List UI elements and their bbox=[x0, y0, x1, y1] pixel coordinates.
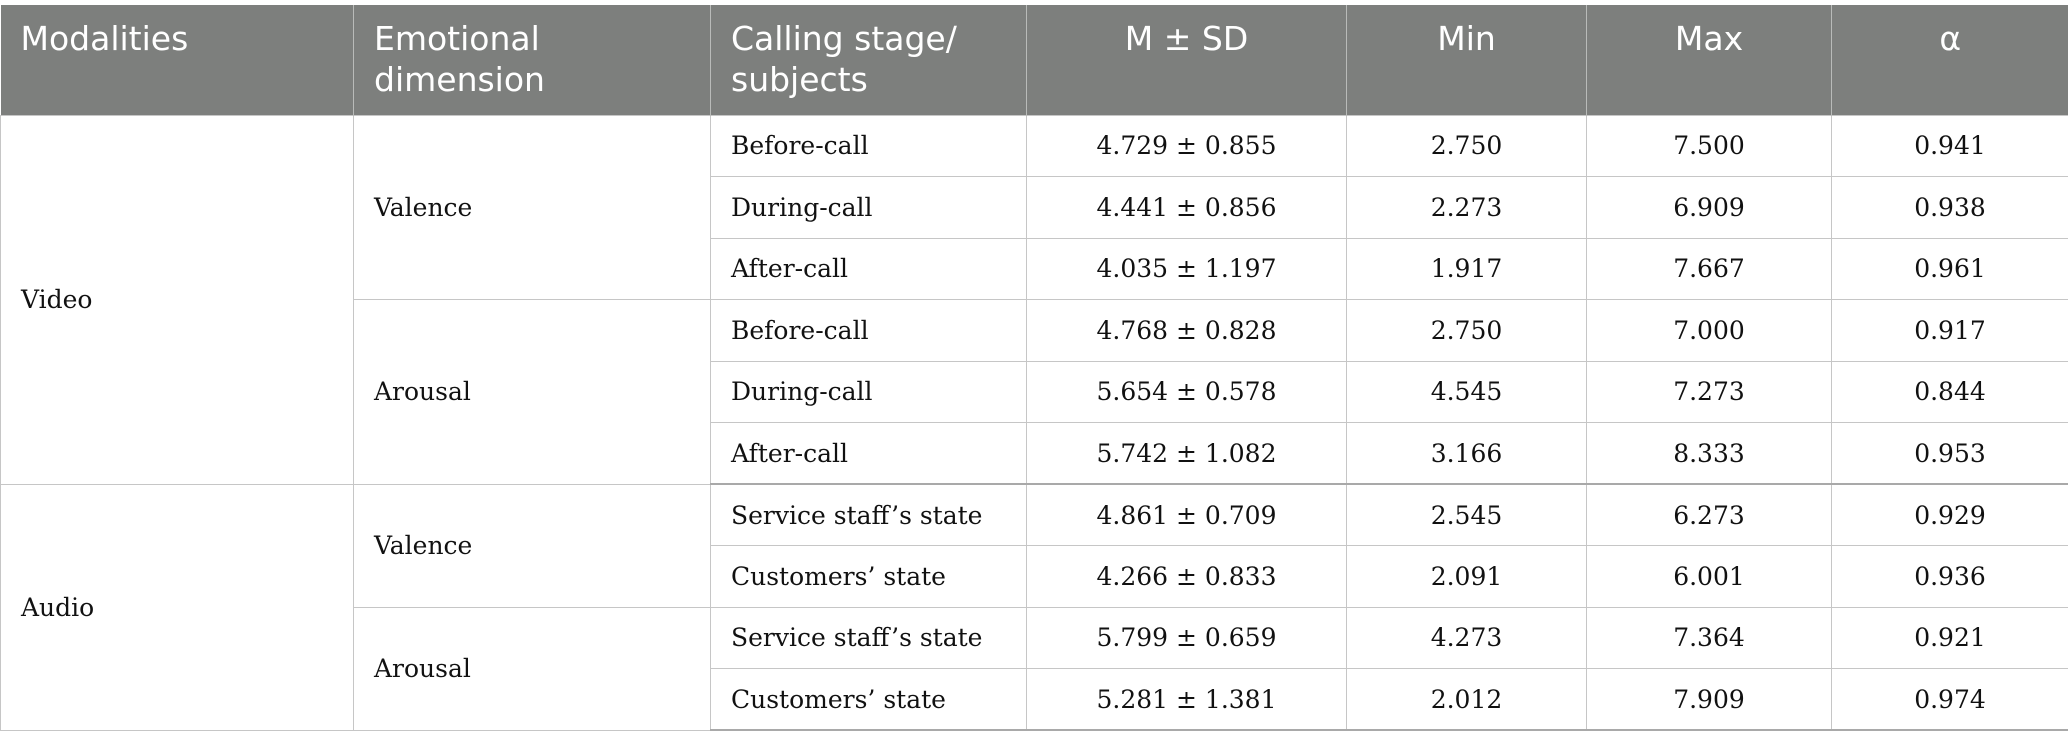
alpha-cell: 0.974 bbox=[1831, 668, 2068, 731]
mean-sd-cell: 5.799 ± 0.659 bbox=[1026, 606, 1347, 669]
stage-cell: Customers’ state bbox=[710, 545, 1027, 608]
table-row: Arousal Service staff’s state 5.799 ± 0.… bbox=[1, 606, 2068, 731]
min-cell: 2.091 bbox=[1346, 545, 1587, 608]
max-cell: 6.273 bbox=[1586, 483, 1832, 546]
min-cell: 2.750 bbox=[1346, 114, 1587, 177]
table-row: Audio Valence Service staff’s state 4.86… bbox=[0, 483, 2068, 731]
max-cell: 7.667 bbox=[1586, 237, 1832, 300]
stage-cell: During-call bbox=[710, 176, 1027, 239]
stage-cell: During-call bbox=[710, 360, 1027, 423]
max-cell: 7.273 bbox=[1586, 360, 1832, 423]
table-row: After-call 4.035 ± 1.197 1.917 7.667 0.9… bbox=[1, 237, 2068, 300]
header-max: Max bbox=[1586, 5, 1832, 115]
mean-sd-cell: 5.281 ± 1.381 bbox=[1026, 668, 1347, 731]
mean-sd-cell: 4.861 ± 0.709 bbox=[1026, 483, 1347, 546]
stage-cell: Before-call bbox=[710, 114, 1027, 177]
alpha-cell: 0.941 bbox=[1831, 114, 2068, 177]
mean-sd-cell: 4.441 ± 0.856 bbox=[1026, 176, 1347, 239]
mean-sd-cell: 4.035 ± 1.197 bbox=[1026, 237, 1347, 300]
table-header: Modalities Emotional dimension Calling st… bbox=[0, 5, 2068, 115]
header-emotional-dimension: Emotional dimension bbox=[353, 5, 711, 115]
min-cell: 2.750 bbox=[1346, 299, 1587, 362]
max-cell: 7.000 bbox=[1586, 299, 1832, 362]
min-cell: 4.545 bbox=[1346, 360, 1587, 423]
alpha-cell: 0.844 bbox=[1831, 360, 2068, 423]
table-row: Video Valence Before-call 4.729 ± 0.855 … bbox=[0, 114, 2068, 485]
min-cell: 2.273 bbox=[1346, 176, 1587, 239]
modality-cell-video: Video bbox=[0, 114, 354, 485]
header-calling-stage: Calling stage/subjects bbox=[710, 5, 1027, 115]
header-row: Modalities Emotional dimension Calling st… bbox=[0, 5, 2068, 115]
table-body: Video Valence Before-call 4.729 ± 0.855 … bbox=[0, 114, 2068, 731]
alpha-cell: 0.929 bbox=[1831, 483, 2068, 546]
max-cell: 8.333 bbox=[1586, 422, 1832, 485]
dimension-cell: Arousal bbox=[353, 299, 711, 485]
mean-sd-cell: 4.729 ± 0.855 bbox=[1026, 114, 1347, 177]
descriptive-statistics-table: Modalities Emotional dimension Calling st… bbox=[0, 5, 2068, 731]
alpha-cell: 0.936 bbox=[1831, 545, 2068, 608]
max-cell: 7.909 bbox=[1586, 668, 1832, 731]
table-row: Customers’ state 5.281 ± 1.381 2.012 7.9… bbox=[1, 668, 2068, 731]
dimension-cell: Valence bbox=[353, 483, 711, 608]
table-row: After-call 5.742 ± 1.082 3.166 8.333 0.9… bbox=[1, 422, 2068, 485]
stage-cell: After-call bbox=[710, 237, 1027, 300]
mean-sd-cell: 4.266 ± 0.833 bbox=[1026, 545, 1347, 608]
stage-cell: Customers’ state bbox=[710, 668, 1027, 731]
table-row: Arousal Before-call 4.768 ± 0.828 2.750 … bbox=[1, 299, 2068, 485]
header-min: Min bbox=[1346, 5, 1587, 115]
min-cell: 4.273 bbox=[1346, 606, 1587, 669]
modality-cell-audio: Audio bbox=[0, 483, 354, 731]
min-cell: 2.545 bbox=[1346, 483, 1587, 546]
alpha-cell: 0.917 bbox=[1831, 299, 2068, 362]
alpha-cell: 0.961 bbox=[1831, 237, 2068, 300]
stage-cell: Service staff’s state bbox=[710, 606, 1027, 669]
min-cell: 2.012 bbox=[1346, 668, 1587, 731]
max-cell: 7.500 bbox=[1586, 114, 1832, 177]
header-modalities: Modalities bbox=[0, 5, 354, 115]
mean-sd-cell: 5.742 ± 1.082 bbox=[1026, 422, 1347, 485]
alpha-cell: 0.938 bbox=[1831, 176, 2068, 239]
mean-sd-cell: 5.654 ± 0.578 bbox=[1026, 360, 1347, 423]
mean-sd-cell: 4.768 ± 0.828 bbox=[1026, 299, 1347, 362]
min-cell: 3.166 bbox=[1346, 422, 1587, 485]
table-row: During-call 5.654 ± 0.578 4.545 7.273 0.… bbox=[1, 360, 2068, 423]
max-cell: 6.909 bbox=[1586, 176, 1832, 239]
stage-cell: After-call bbox=[710, 422, 1027, 485]
max-cell: 6.001 bbox=[1586, 545, 1832, 608]
max-cell: 7.364 bbox=[1586, 606, 1832, 669]
stage-cell: Service staff’s state bbox=[710, 483, 1027, 546]
header-alpha: α bbox=[1831, 5, 2068, 115]
min-cell: 1.917 bbox=[1346, 237, 1587, 300]
dimension-cell: Arousal bbox=[353, 606, 711, 731]
alpha-cell: 0.953 bbox=[1831, 422, 2068, 485]
dimension-cell: Valence bbox=[353, 114, 711, 300]
header-mean-sd: M ± SD bbox=[1026, 5, 1347, 115]
stage-cell: Before-call bbox=[710, 299, 1027, 362]
alpha-cell: 0.921 bbox=[1831, 606, 2068, 669]
